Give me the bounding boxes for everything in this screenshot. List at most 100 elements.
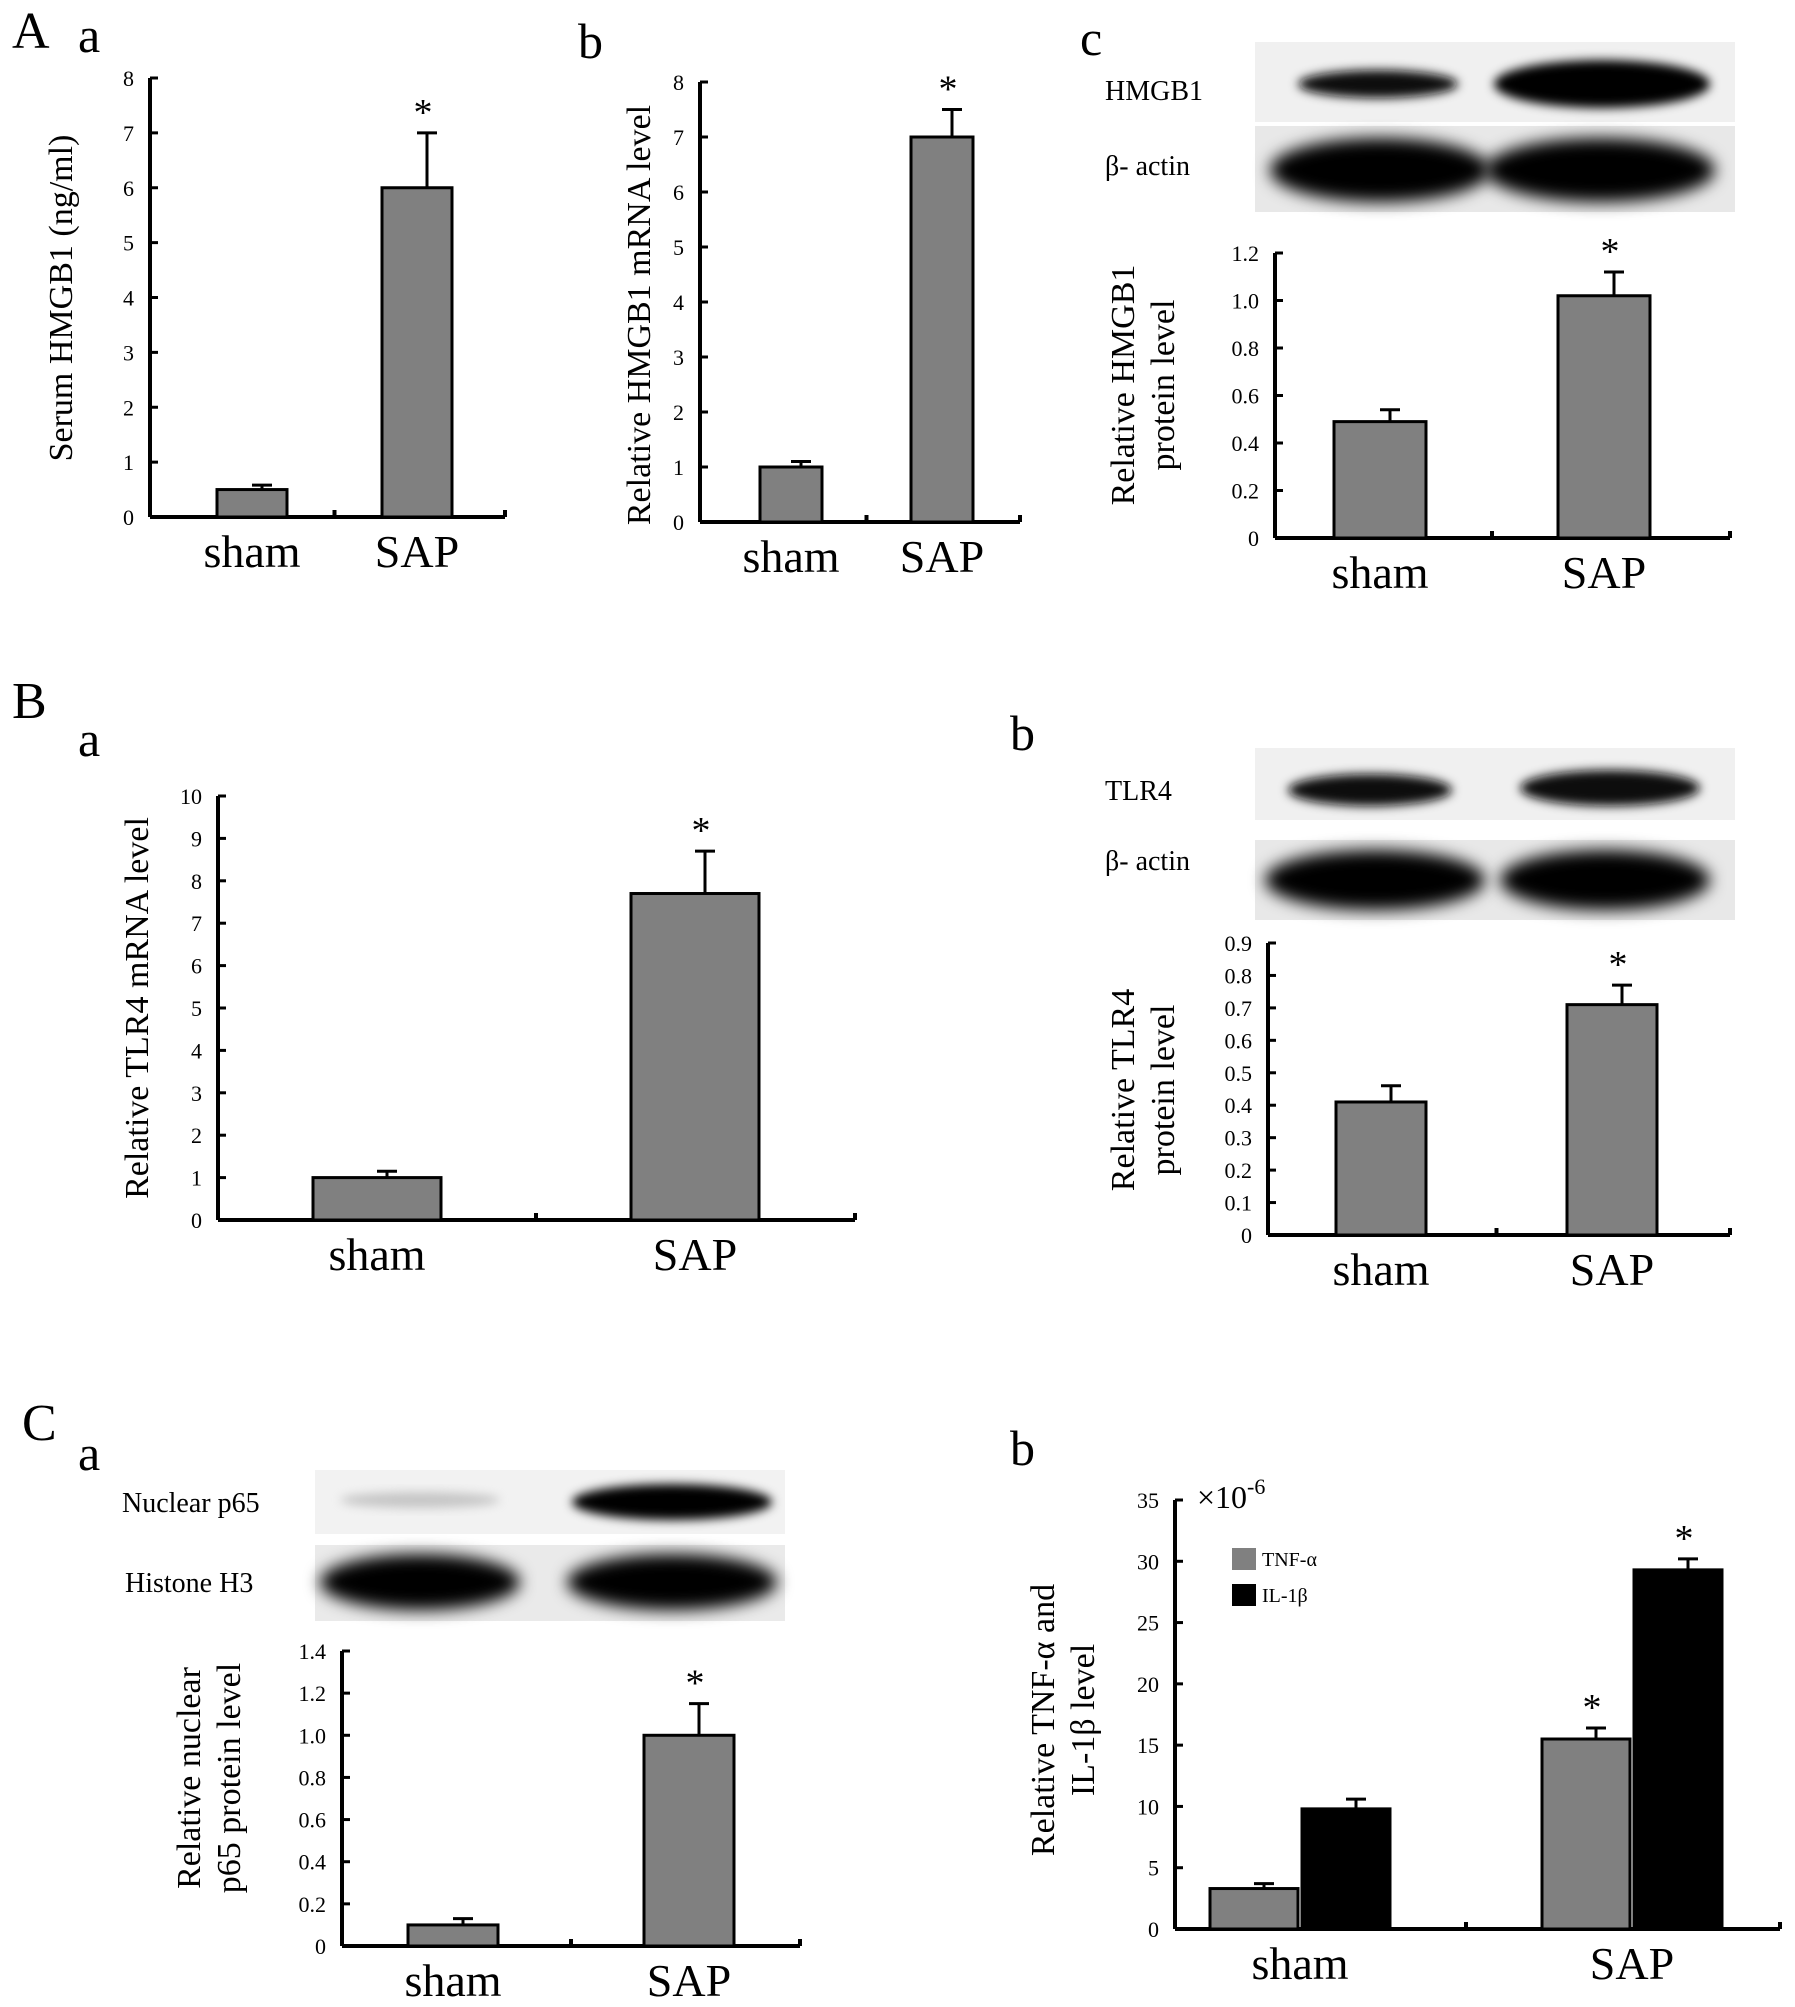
blot-band-HMGB1-sham [1298,70,1458,98]
subpanel-label-Ca: a [78,1425,100,1481]
legend-label: IL-1β [1262,1585,1308,1607]
x-category-label: sham [742,531,839,582]
panel-label-A: A [12,3,50,60]
y-tick-label: 4 [191,1038,202,1063]
blot-label-TLR4: TLR4 [1105,776,1172,807]
y-tick-label: 4 [673,290,684,315]
bar-sham [1334,1100,1428,1237]
y-tick-label: 1.0 [1232,289,1260,314]
blot-band-p65-SAP [572,1484,772,1520]
significance-mark: * [1583,1687,1602,1729]
x-category-label: SAP [1570,1244,1654,1295]
y-tick-label: 0.3 [1225,1126,1253,1151]
y-tick-label: 0.8 [299,1765,327,1790]
y-tick-label: 0.8 [1232,336,1260,361]
y-tick-label: 6 [673,180,684,205]
y-axis-label: Relative TLR4protein level [1105,989,1182,1191]
x-category-label: SAP [375,526,459,577]
bar-sham [311,1176,443,1222]
y-axis-label-line: IL-1β level [1065,1644,1102,1796]
x-category-label: SAP [900,531,984,582]
y-tick-label: 0.8 [1225,963,1253,988]
significance-mark: * [692,810,711,852]
y-tick-label: 0 [1248,526,1259,551]
y-tick-label: 7 [191,911,202,936]
x-category-label: SAP [653,1229,737,1280]
significance-mark: * [414,92,433,134]
legend-swatch [1232,1584,1256,1606]
y-tick-label: 2 [191,1123,202,1148]
y-tick-label: 0.4 [1232,431,1260,456]
y-axis-label-line: Relative HMGB1 mRNA level [621,105,658,525]
y-tick-label: 20 [1137,1672,1159,1697]
bar-SAP [909,135,975,524]
y-tick-label: 5 [673,235,684,260]
legend-swatch [1232,1548,1256,1570]
x-category-label: SAP [647,1955,731,2006]
chart-Ab: 0 1 2 3 4 5 6 7 8 Relative HMGB1 mRNA level sham SA… [621,69,1022,582]
y-tick-label: 7 [123,121,134,146]
y-tick-label: 1 [673,455,684,480]
subpanel-label-Cb: b [1010,1420,1035,1476]
y-tick-label: 8 [191,869,202,894]
chart-Cb: 0 5 10 15 20 25 30 35 Relative TNF-α andIL-1β le… [1025,1474,1782,1989]
y-axis-label-line: protein level [1145,300,1182,471]
y-tick-label: 0.2 [299,1892,327,1917]
y-tick-label: 0 [315,1934,326,1959]
y-axis-label: Relative nuclearp65 protein level [171,1663,248,1893]
subpanel-label-Ba: a [78,711,100,767]
blot-band-H3-SAP [567,1554,777,1610]
y-tick-label: 0.6 [1232,384,1260,409]
y-tick-label: 3 [673,345,684,370]
y-tick-label: 7 [673,125,684,150]
y-tick-label: 1 [191,1166,202,1191]
y-tick-label: 0.9 [1225,931,1253,956]
bar-sham [406,1923,500,1948]
y-tick-label: 8 [123,66,134,91]
panel-label-B: B [12,673,47,730]
y-tick-label: 25 [1137,1611,1159,1636]
y-tick-label: 2 [673,400,684,425]
significance-mark: * [939,69,958,111]
blot-label-HMGB1: HMGB1 [1105,76,1203,107]
bar-sham [758,465,824,524]
y-tick-label: 0 [673,510,684,535]
y-tick-label: 0.6 [299,1808,327,1833]
y-tick-label: 0.2 [1232,479,1260,504]
y-tick-label: 0 [191,1208,202,1233]
y-tick-label: 0.5 [1225,1061,1253,1086]
y-tick-label: 0.1 [1225,1191,1253,1216]
chart-Ac: 0 0.2 0.4 0.6 0.8 1.0 1.2 Relative HMGB1protein… [1105,231,1732,598]
legend-label: TNF-α [1262,1549,1317,1571]
blot-band-actin-SAP-Bb [1500,850,1710,910]
western-blot-Ca: Nuclear p65 Histone H3 [122,1470,785,1621]
significance-mark: * [1675,1518,1694,1560]
y-tick-label: 0 [123,505,134,530]
y-tick-label: 4 [123,286,134,311]
y-tick-label: 8 [673,70,684,95]
y-axis-label-line: protein level [1145,1005,1182,1176]
blot-band-actin-sham-Bb [1265,850,1485,910]
y-tick-label: 1.0 [299,1723,327,1748]
blot-band-HMGB1-SAP [1494,60,1710,108]
y-axis-label-line: Relative TLR4 mRNA level [119,817,156,1199]
y-tick-label: 15 [1137,1733,1159,1758]
bar-tnf-sham [1208,1887,1300,1931]
bar-tnf-SAP [1540,1737,1632,1931]
y-tick-label: 10 [180,784,202,809]
y-tick-label: 0.7 [1225,996,1253,1021]
y-tick-label: 9 [191,826,202,851]
y-tick-label: 1 [123,450,134,475]
blot-band-p65-sham [340,1492,500,1508]
y-tick-label: 5 [1148,1856,1159,1881]
y-tick-label: 0 [1148,1917,1159,1942]
y-tick-label: 35 [1137,1488,1159,1513]
bar-SAP [1556,294,1652,540]
blot-label-nuclear-p65: Nuclear p65 [122,1488,260,1519]
axis-multiplier-exponent: -6 [1247,1474,1265,1499]
y-tick-label: 6 [123,176,134,201]
y-tick-label: 1.2 [1232,241,1260,266]
x-category-label: sham [1332,1244,1429,1295]
bar-SAP [629,892,761,1222]
